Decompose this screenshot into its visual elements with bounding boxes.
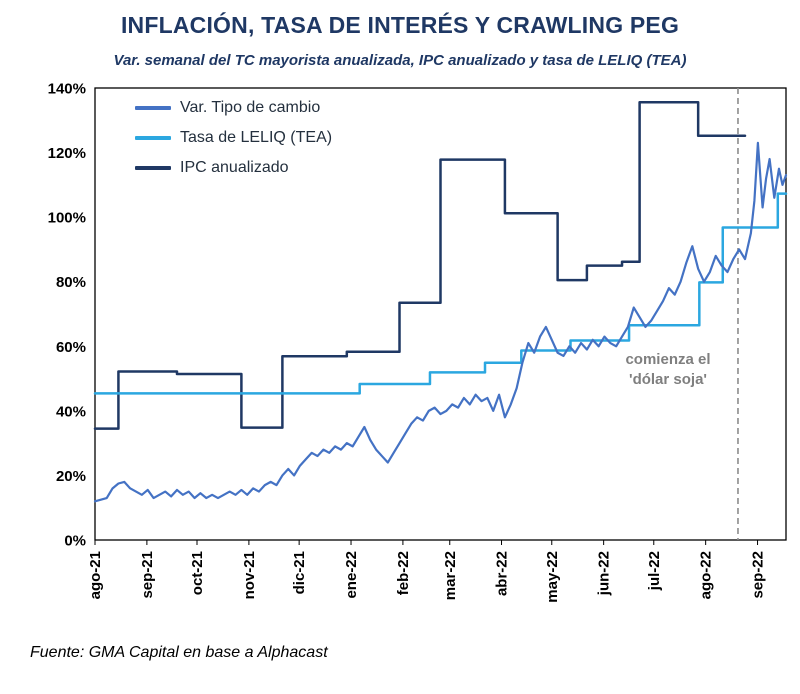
x-axis-label: jul-22 — [646, 551, 663, 591]
x-axis-label: ene-22 — [343, 551, 360, 599]
x-axis-label: dic-21 — [291, 551, 308, 594]
y-axis-label: 60% — [56, 339, 86, 356]
x-axis-label: may-22 — [544, 551, 561, 603]
x-axis-label: sep-22 — [750, 551, 767, 599]
x-axis-label: nov-21 — [241, 551, 258, 599]
legend-label-leliq: Tasa de LELIQ (TEA) — [180, 129, 333, 146]
chart-subtitle: Var. semanal del TC mayorista anualizada… — [113, 52, 687, 69]
annotation-line-2: 'dólar soja' — [629, 371, 707, 389]
x-axis-label: abr-22 — [494, 551, 511, 596]
y-axis-label: 80% — [56, 274, 86, 291]
annotation-line-1: comienza el — [625, 351, 711, 368]
legend-label-tipo-de-cambio: Var. Tipo de cambio — [180, 99, 321, 116]
x-axis-label: ago-21 — [87, 551, 104, 599]
x-axis-label: ago-22 — [698, 551, 715, 599]
y-axis-label: 140% — [48, 81, 86, 98]
legend-line-tipo-de-cambio — [135, 106, 171, 110]
chart-legend: Var. Tipo de cambio Tasa de LELIQ (TEA) … — [135, 99, 332, 189]
x-axis-label: feb-22 — [395, 551, 412, 595]
legend-item-tipo-de-cambio: Var. Tipo de cambio — [135, 99, 332, 117]
x-axis-label: oct-21 — [189, 551, 206, 595]
series-ipc-anualizado — [93, 100, 747, 430]
series-tipo-de-cambio — [93, 141, 788, 503]
y-axis-label: 0% — [64, 533, 86, 550]
chart-title: INFLACIÓN, TASA DE INTERÉS Y CRAWLING PE… — [120, 12, 680, 38]
line-chart: 0% 20% 40% 60% 80% 100% 120% 140% ago-21 sep-21 oc… — [48, 81, 788, 603]
series-leliq-tea — [93, 192, 788, 395]
x-axis-label: mar-22 — [442, 551, 459, 600]
y-axis-label: 20% — [56, 468, 86, 485]
source-note: Fuente: GMA Capital en base a Alphacast — [30, 644, 328, 661]
legend-item-ipc: IPC anualizado — [135, 159, 332, 177]
y-axis-label: 100% — [48, 210, 86, 227]
legend-line-leliq — [135, 136, 171, 140]
x-axis-label: jun-22 — [596, 551, 613, 596]
plot-border — [94, 87, 787, 541]
y-axis-label: 40% — [56, 403, 86, 420]
legend-item-leliq: Tasa de LELIQ (TEA) — [135, 129, 332, 147]
x-axis-label: sep-21 — [139, 551, 156, 599]
legend-line-ipc — [135, 166, 171, 170]
legend-label-ipc: IPC anualizado — [180, 159, 289, 176]
y-axis-label: 120% — [48, 145, 86, 162]
dolar-soja-annotation: comienza el 'dólar soja' — [598, 350, 738, 391]
